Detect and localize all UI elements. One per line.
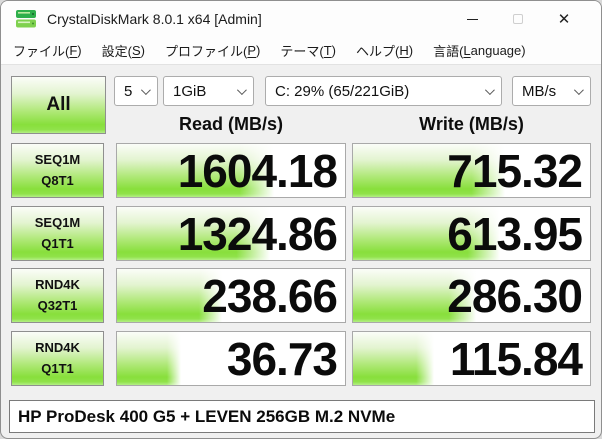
write-score: 286.30: [447, 269, 583, 322]
menu-help[interactable]: ヘルプ(H): [356, 43, 414, 59]
read-result-rnd4k-q32t1: 238.66: [116, 268, 346, 323]
comment-field[interactable]: HP ProDesk 400 G5 + LEVEN 256GB M.2 NVMe: [9, 400, 595, 433]
maximize-button[interactable]: [495, 1, 541, 37]
test-count-value: 5: [124, 82, 133, 100]
test-size-value: 1GiB: [173, 82, 207, 100]
menu-theme[interactable]: テーマ(T): [280, 43, 336, 59]
write-score: 115.84: [449, 332, 583, 385]
app-icon: [16, 10, 36, 28]
chevron-down-icon: [573, 85, 584, 96]
read-bar: [117, 207, 270, 260]
chevron-down-icon: [140, 85, 151, 96]
write-score: 613.95: [447, 207, 583, 260]
write-bar: [353, 332, 434, 385]
chevron-down-icon: [484, 85, 495, 96]
read-column-header: Read (MB/s): [178, 114, 283, 134]
write-bar: [353, 269, 477, 322]
read-bar: [117, 269, 222, 322]
read-result-seq1m-q8t1: 1604.18: [116, 143, 346, 198]
read-result-rnd4k-q1t1: 36.73: [116, 331, 346, 386]
write-result-seq1m-q1t1: 613.95: [352, 206, 591, 261]
target-drive-select[interactable]: C: 29% (65/221GiB): [265, 76, 502, 106]
read-result-seq1m-q1t1: 1324.86: [116, 206, 346, 261]
write-bar: [353, 207, 500, 260]
read-score: 36.73: [226, 332, 338, 385]
minimize-icon: [466, 18, 478, 20]
write-result-rnd4k-q1t1: 115.84: [352, 331, 591, 386]
test-button-seq1m-q8t1[interactable]: SEQ1M Q8T1: [11, 143, 104, 198]
test-count-select[interactable]: 5: [114, 76, 158, 106]
run-all-button[interactable]: All: [11, 76, 106, 134]
test-button-seq1m-q1t1[interactable]: SEQ1M Q1T1: [11, 206, 104, 261]
test-size-select[interactable]: 1GiB: [163, 76, 254, 106]
unit-select[interactable]: MB/s: [512, 76, 591, 106]
write-score: 715.32: [447, 144, 583, 197]
write-column-header: Write (MB/s): [419, 114, 524, 134]
write-bar: [353, 144, 505, 197]
menu-file[interactable]: ファイル(F): [13, 43, 82, 59]
menu-bar: ファイル(F) 設定(S) プロファイル(P) テーマ(T) ヘルプ(H) 言語…: [1, 37, 601, 65]
read-score: 238.66: [202, 269, 338, 322]
title-bar: CrystalDiskMark 8.0.1 x64 [Admin] ✕: [1, 1, 601, 37]
minimize-button[interactable]: [449, 1, 495, 37]
read-score: 1324.86: [177, 207, 338, 260]
close-button[interactable]: ✕: [541, 1, 587, 37]
window-title: CrystalDiskMark 8.0.1 x64 [Admin]: [47, 11, 262, 27]
test-button-rnd4k-q1t1[interactable]: RND4K Q1T1: [11, 331, 104, 386]
write-result-seq1m-q8t1: 715.32: [352, 143, 591, 198]
write-result-rnd4k-q32t1: 286.30: [352, 268, 591, 323]
menu-profile[interactable]: プロファイル(P): [165, 43, 261, 59]
caption-controls: ✕: [449, 1, 587, 37]
target-drive-value: C: 29% (65/221GiB): [275, 82, 410, 100]
unit-value: MB/s: [522, 82, 557, 100]
close-icon: ✕: [557, 10, 571, 28]
test-button-rnd4k-q32t1[interactable]: RND4K Q32T1: [11, 268, 104, 323]
read-bar: [117, 332, 181, 385]
menu-settings[interactable]: 設定(S): [101, 43, 145, 59]
maximize-icon: [513, 14, 523, 24]
read-score: 1604.18: [177, 144, 338, 197]
chevron-down-icon: [236, 85, 247, 96]
read-bar: [117, 144, 275, 197]
